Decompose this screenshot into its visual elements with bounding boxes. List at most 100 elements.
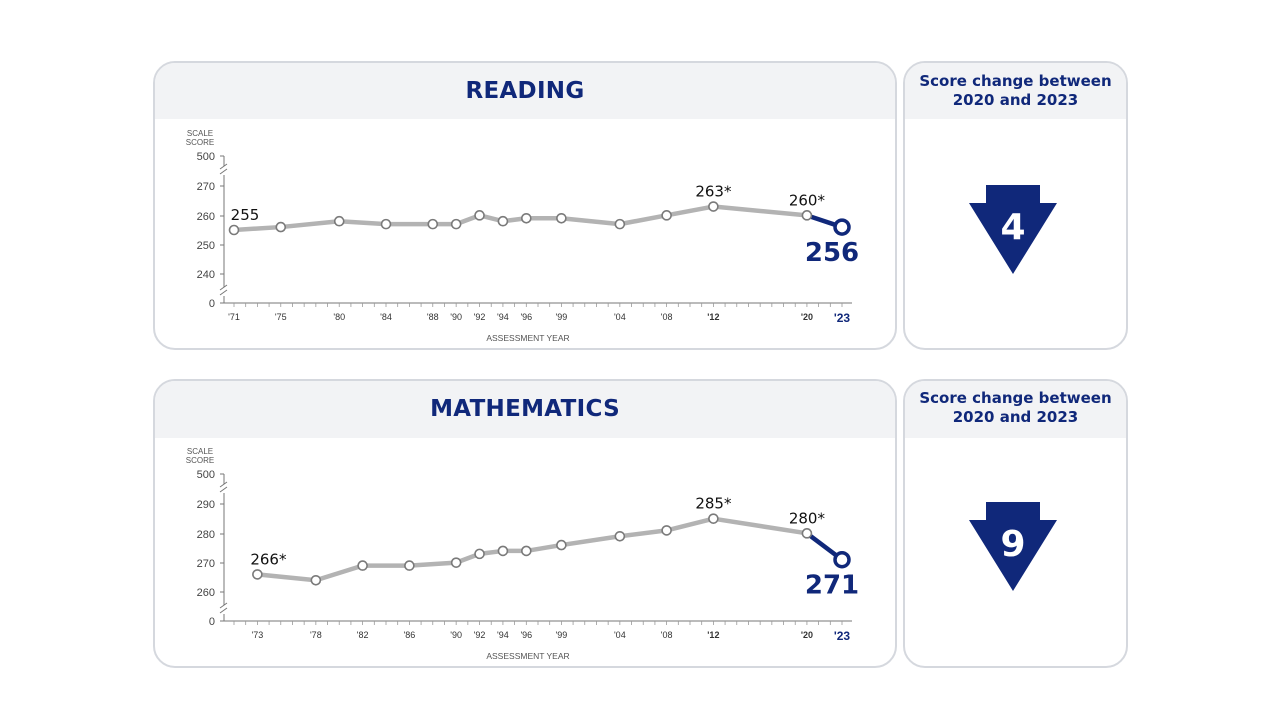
down-arrow-shape xyxy=(969,185,1057,274)
x-tick-label: '23 xyxy=(834,629,851,643)
data-point xyxy=(333,215,345,227)
x-tick-label: '71 xyxy=(228,312,240,322)
data-label: 285* xyxy=(695,495,732,513)
y-axis-label-line1: SCALE xyxy=(187,129,213,138)
series-line xyxy=(255,516,810,583)
data-label-highlight: 271 xyxy=(805,571,859,601)
x-tick-label: '96 xyxy=(520,630,532,640)
x-tick-label: '78 xyxy=(310,630,322,640)
y-tick-label: 0 xyxy=(209,616,215,628)
y-tick-label: 260 xyxy=(197,587,215,599)
data-label: 260* xyxy=(789,191,826,209)
data-label-highlight: 256 xyxy=(805,238,859,268)
x-tick-label: '08 xyxy=(661,312,673,322)
data-label: 255 xyxy=(231,206,260,224)
y-tick-label: 0 xyxy=(209,298,215,310)
x-tick-label: '90 xyxy=(450,312,462,322)
x-tick-label: '73 xyxy=(252,630,264,640)
x-tick-label: '94 xyxy=(497,630,509,640)
x-tick-label: '82 xyxy=(357,630,369,640)
reading-change-heading: Score change between 2020 and 2023 xyxy=(905,72,1126,110)
data-point xyxy=(708,201,719,212)
x-tick-label: '86 xyxy=(404,630,416,640)
y-tick-label: 500 xyxy=(197,469,215,481)
data-point xyxy=(661,525,672,536)
data-point xyxy=(474,210,485,221)
reading-change-header xyxy=(905,63,1126,119)
data-point xyxy=(556,212,567,224)
data-point xyxy=(497,215,509,227)
axis-break-mark xyxy=(219,163,228,175)
data-point-highlight xyxy=(833,218,851,236)
data-point xyxy=(450,557,462,568)
data-point xyxy=(252,569,263,580)
data-point xyxy=(275,221,287,233)
y-tick-label: 280 xyxy=(197,529,215,541)
data-point xyxy=(521,212,532,224)
math-change-header xyxy=(905,381,1126,438)
series-line xyxy=(231,204,810,233)
x-tick-label: '08 xyxy=(661,630,673,640)
x-axis-title: ASSESSMENT YEAR xyxy=(486,333,569,343)
math-change-heading-line2: 2020 and 2023 xyxy=(952,408,1079,426)
x-tick-label: '88 xyxy=(427,312,439,322)
x-tick-label: '23 xyxy=(834,311,851,325)
x-tick-label: '96 xyxy=(520,312,532,322)
down-arrow-icon: 4 xyxy=(969,185,1057,274)
y-tick-label: 500 xyxy=(197,151,215,163)
data-point-highlight xyxy=(833,550,851,569)
reading-change-heading-line1: Score change between xyxy=(919,72,1112,90)
x-tick-label: '80 xyxy=(333,312,345,322)
data-point xyxy=(497,545,509,557)
data-point xyxy=(427,218,439,230)
x-tick-label: '20 xyxy=(801,630,813,640)
reading-change-panel: Score change between 2020 and 2023 4 xyxy=(903,61,1128,350)
score-change-value: 4 xyxy=(1000,207,1025,248)
y-tick-label: 260 xyxy=(197,211,215,223)
x-tick-label: '99 xyxy=(556,312,568,322)
x-tick-label: '92 xyxy=(474,312,486,322)
math-change-panel: Score change between 2020 and 2023 9 xyxy=(903,379,1128,668)
x-tick-label: '04 xyxy=(614,312,626,322)
data-point xyxy=(708,513,719,524)
math-title: MATHEMATICS xyxy=(430,396,620,422)
data-point xyxy=(310,574,322,586)
data-point xyxy=(614,530,626,542)
x-tick-label: '20 xyxy=(801,312,813,322)
reading-panel-header xyxy=(155,63,895,119)
math-change-heading: Score change between 2020 and 2023 xyxy=(905,389,1126,427)
y-tick-label: 290 xyxy=(197,499,215,511)
data-point xyxy=(801,528,813,539)
x-axis-title: ASSESSMENT YEAR xyxy=(486,651,569,661)
y-tick-label: 270 xyxy=(197,181,215,193)
y-tick-label: 270 xyxy=(197,558,215,570)
data-point xyxy=(614,218,626,230)
data-point xyxy=(556,539,567,551)
data-point xyxy=(474,548,485,560)
data-point xyxy=(357,560,368,571)
x-tick-label: '12 xyxy=(707,630,719,640)
reading-chart-panel: READING SCALE SCORE 500 270 260 250 240 0 '71 '75… xyxy=(153,61,897,350)
x-tick-label: '84 xyxy=(380,312,392,322)
axis-break-mark xyxy=(219,284,228,296)
x-tick-label: '94 xyxy=(497,312,509,322)
x-tick-label: '04 xyxy=(614,630,626,640)
reading-change-heading-line2: 2020 and 2023 xyxy=(952,91,1079,109)
axis-break-mark xyxy=(219,602,228,614)
math-change-heading-line1: Score change between xyxy=(919,389,1112,407)
x-tick-label: '75 xyxy=(275,312,287,322)
score-change-value: 9 xyxy=(1000,524,1025,565)
down-arrow-shape xyxy=(969,502,1057,591)
y-axis-label-line1: SCALE xyxy=(187,447,213,456)
data-point xyxy=(450,218,462,230)
reading-title: READING xyxy=(465,78,585,104)
x-tick-label: '90 xyxy=(450,630,462,640)
y-axis-label-line2: SCORE xyxy=(186,138,214,147)
y-tick-label: 250 xyxy=(197,240,215,252)
axis-break-mark xyxy=(219,481,228,493)
data-label: 263* xyxy=(695,183,732,201)
math-panel-header xyxy=(155,381,895,438)
data-label: 280* xyxy=(789,509,826,527)
